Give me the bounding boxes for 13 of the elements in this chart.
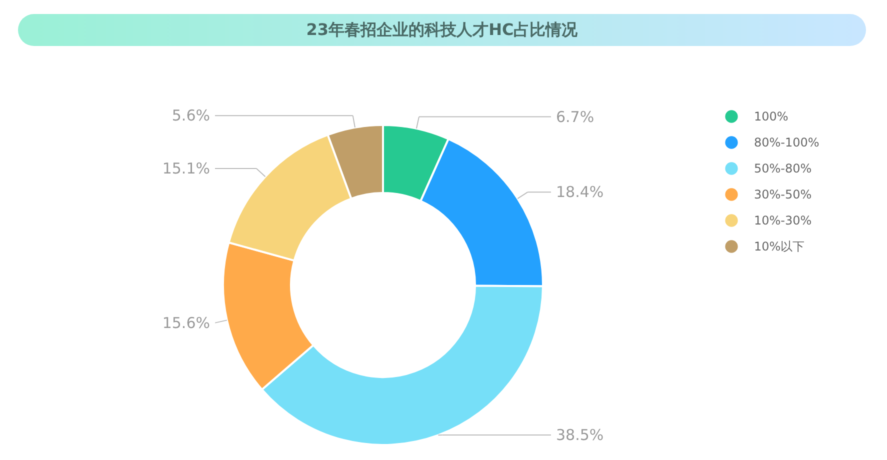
legend-label: 30%-50%: [754, 188, 812, 202]
data-label: 5.6%: [172, 106, 210, 125]
legend-label: 10%-30%: [754, 214, 812, 228]
data-label: 15.1%: [162, 160, 210, 178]
legend-label: 80%-100%: [754, 136, 820, 150]
data-label: 38.5%: [556, 426, 604, 444]
legend-label: 50%-80%: [754, 162, 812, 176]
chart-title: 23年春招企业的科技人才HC占比情况: [18, 14, 866, 46]
data-label: 15.6%: [162, 314, 210, 332]
data-label: 18.4%: [556, 183, 604, 202]
data-label: 6.7%: [556, 108, 594, 126]
legend-label: 10%以下: [754, 240, 805, 254]
legend-label: 100%: [754, 110, 788, 124]
